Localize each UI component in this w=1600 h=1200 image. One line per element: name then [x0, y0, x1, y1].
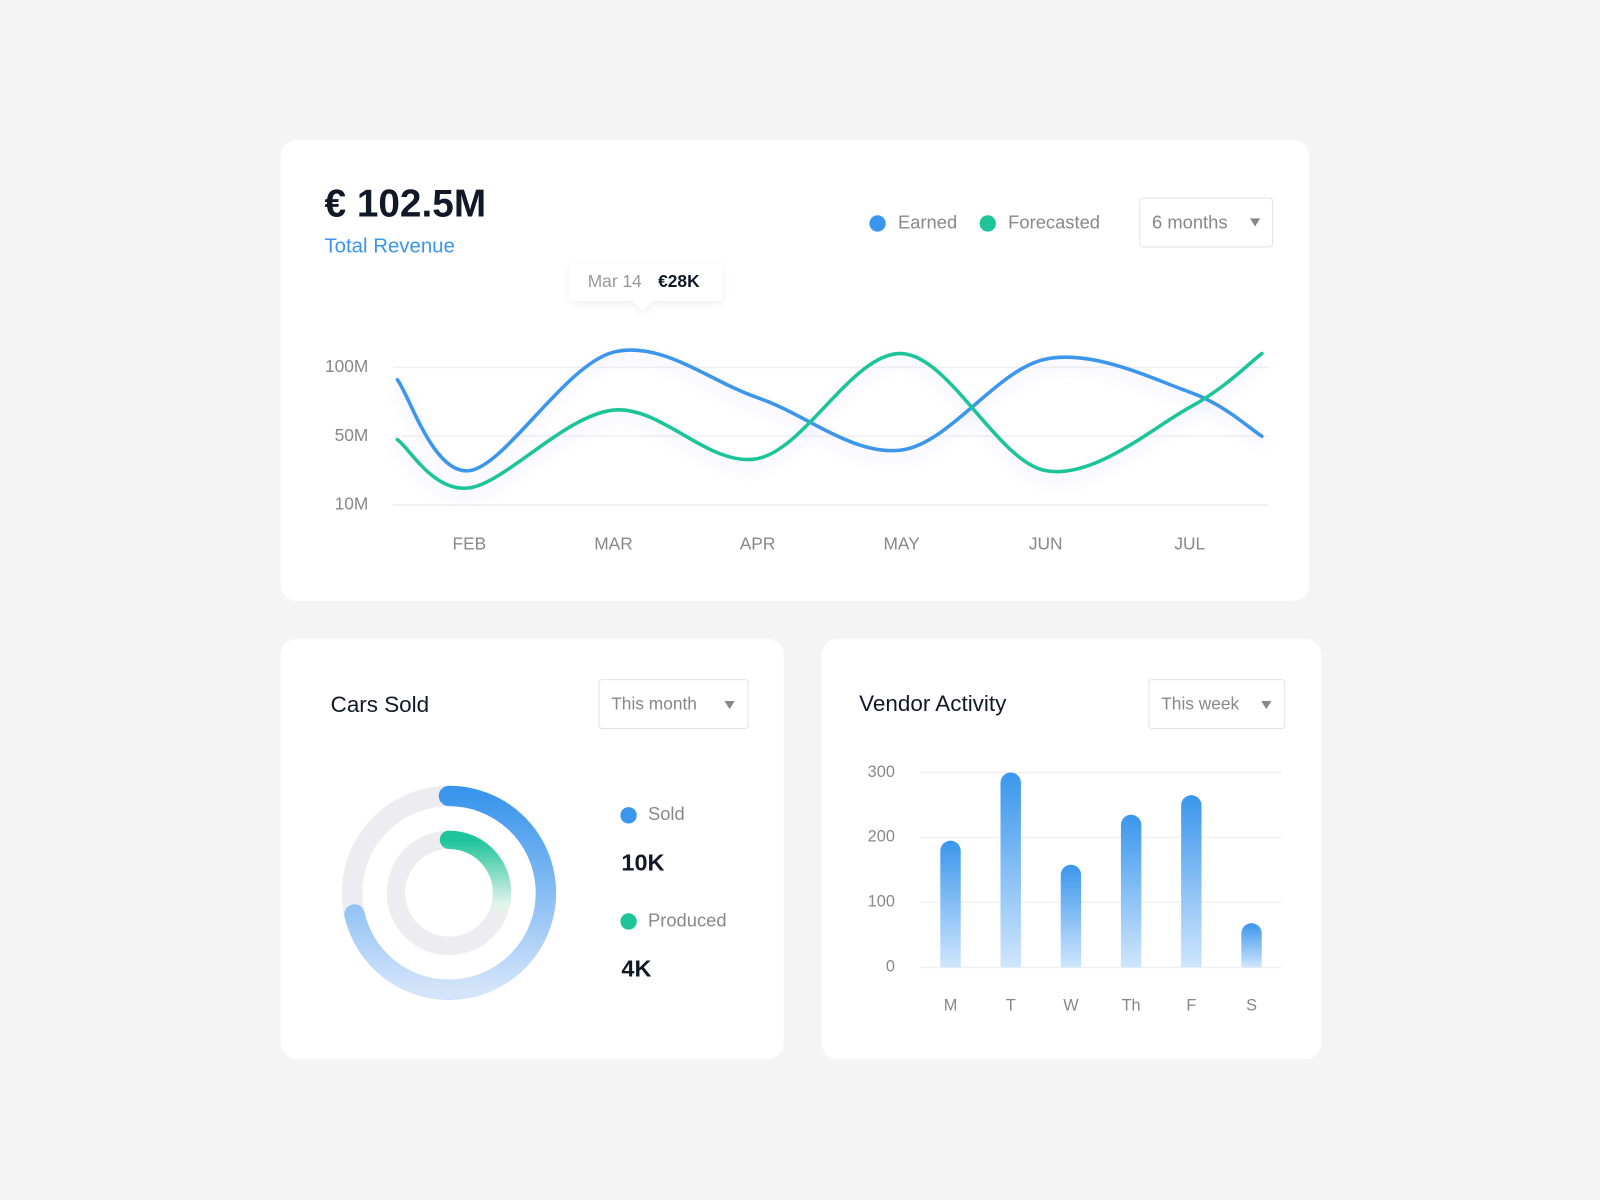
line-series — [395, 348, 1264, 473]
bar — [940, 840, 961, 968]
legend-dot — [620, 913, 637, 930]
bar — [1241, 923, 1262, 968]
dropdown-arrow — [1250, 218, 1261, 227]
y-tick-label: 0 — [886, 958, 895, 976]
legend-dot — [869, 215, 886, 232]
bar — [1000, 772, 1021, 968]
legend-label: Produced — [648, 909, 727, 930]
card-title: Vendor Activity — [859, 691, 1007, 716]
y-tick-label: 10M — [335, 494, 369, 514]
x-tick-label: S — [1246, 996, 1257, 1014]
x-tick-label: W — [1063, 996, 1079, 1014]
tooltip — [569, 264, 723, 312]
donut-arc — [344, 785, 557, 1000]
bar — [1060, 864, 1082, 968]
x-tick-label: T — [1006, 996, 1016, 1014]
x-tick-label: MAR — [594, 533, 633, 553]
x-tick-label: JUN — [1029, 533, 1063, 553]
y-tick-label: 300 — [868, 763, 895, 781]
legend-label: Earned — [898, 211, 957, 232]
card-title: Cars Sold — [331, 692, 430, 717]
value-label: 10K — [621, 849, 664, 875]
x-tick-label: FEB — [453, 533, 487, 553]
y-tick-label: 200 — [868, 828, 895, 846]
dropdown[interactable] — [1148, 679, 1286, 730]
donut-arc — [439, 830, 512, 914]
dropdown-label: This month — [611, 694, 697, 714]
card — [280, 139, 1310, 602]
legend-dot — [979, 215, 996, 232]
tooltip-date: Mar 14 — [588, 271, 642, 291]
dropdown-label: This week — [1161, 694, 1239, 714]
x-tick-label: Th — [1122, 996, 1141, 1014]
y-tick-label: 100M — [325, 356, 368, 376]
x-tick-label: M — [944, 996, 958, 1014]
dropdown-arrow — [724, 701, 735, 710]
legend-label: Forecasted — [1008, 211, 1100, 232]
dropdown-label: 6 months — [1152, 211, 1228, 232]
line-series — [395, 351, 1264, 490]
dropdown-arrow — [1261, 701, 1272, 710]
x-tick-label: MAY — [883, 533, 920, 553]
bar — [1181, 795, 1202, 968]
tooltip-pointer — [632, 301, 654, 312]
x-tick-label: JUL — [1174, 533, 1205, 553]
headline: € 102.5M — [324, 182, 486, 225]
bar — [1120, 814, 1142, 968]
subtitle: Total Revenue — [324, 235, 454, 257]
tooltip-value: €28K — [658, 271, 700, 291]
value-label: 4K — [621, 956, 651, 982]
y-tick-label: 50M — [335, 425, 369, 445]
y-tick-label: 100 — [868, 893, 895, 911]
dropdown[interactable] — [1139, 197, 1273, 248]
legend-label: Sold — [648, 803, 685, 824]
x-tick-label: F — [1186, 996, 1196, 1014]
tooltip-box — [569, 264, 723, 302]
dropdown[interactable] — [598, 679, 749, 730]
x-tick-label: APR — [740, 533, 776, 553]
legend-dot — [620, 807, 637, 824]
